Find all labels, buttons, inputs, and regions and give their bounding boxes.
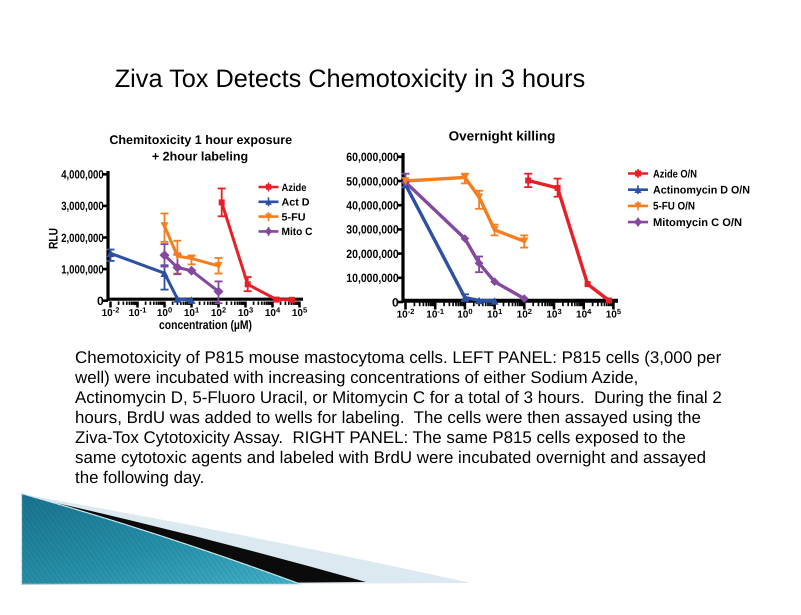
svg-text:20,000,000: 20,000,000 xyxy=(346,247,399,261)
svg-text:102: 102 xyxy=(211,306,226,320)
svg-text:0: 0 xyxy=(97,294,104,308)
svg-text:Mitomycin C O/N: Mitomycin C O/N xyxy=(653,217,742,229)
svg-text:Act D: Act D xyxy=(282,197,310,209)
svg-text:60,000,000: 60,000,000 xyxy=(346,150,399,164)
svg-text:Azide: Azide xyxy=(282,182,307,194)
svg-text:0: 0 xyxy=(392,295,399,309)
svg-text:RLU: RLU xyxy=(47,228,61,249)
svg-text:4,000,000: 4,000,000 xyxy=(61,168,104,182)
svg-text:1,000,000: 1,000,000 xyxy=(61,262,104,276)
svg-text:10-1: 10-1 xyxy=(129,306,147,320)
svg-text:50,000,000: 50,000,000 xyxy=(346,174,399,188)
svg-text:103: 103 xyxy=(546,307,561,321)
svg-text:10,000,000: 10,000,000 xyxy=(346,271,399,285)
svg-text:104: 104 xyxy=(576,307,592,321)
svg-text:105: 105 xyxy=(292,306,307,320)
svg-text:105: 105 xyxy=(606,307,621,321)
svg-text:30,000,000: 30,000,000 xyxy=(346,223,399,237)
svg-text:Overnight killing: Overnight killing xyxy=(449,129,556,144)
svg-text:103: 103 xyxy=(238,306,253,320)
svg-text:5-FU: 5-FU xyxy=(282,211,306,223)
svg-text:3,000,000: 3,000,000 xyxy=(61,199,104,213)
svg-text:+ 2hour labeling: + 2hour labeling xyxy=(152,150,248,164)
svg-text:10-2: 10-2 xyxy=(102,306,120,320)
svg-text:2,000,000: 2,000,000 xyxy=(61,231,104,245)
svg-text:102: 102 xyxy=(517,307,532,321)
svg-text:Actinomycin D O/N: Actinomycin D O/N xyxy=(653,185,750,197)
svg-text:100: 100 xyxy=(457,307,472,321)
svg-text:101: 101 xyxy=(487,307,502,321)
svg-text:Mito C: Mito C xyxy=(282,226,313,238)
svg-text:Chemitoxicity 1 hour exposure: Chemitoxicity 1 hour exposure xyxy=(109,133,292,147)
svg-text:Azide O/N: Azide O/N xyxy=(653,168,697,180)
svg-text:5-FU O/N: 5-FU O/N xyxy=(653,201,695,213)
svg-text:concentration (µM): concentration (µM) xyxy=(159,318,252,332)
svg-text:40,000,000: 40,000,000 xyxy=(346,199,399,213)
svg-text:104: 104 xyxy=(265,306,281,320)
svg-text:10-1: 10-1 xyxy=(426,307,444,321)
svg-text:101: 101 xyxy=(184,306,199,320)
svg-text:10-2: 10-2 xyxy=(397,307,415,321)
svg-text:100: 100 xyxy=(157,306,172,320)
